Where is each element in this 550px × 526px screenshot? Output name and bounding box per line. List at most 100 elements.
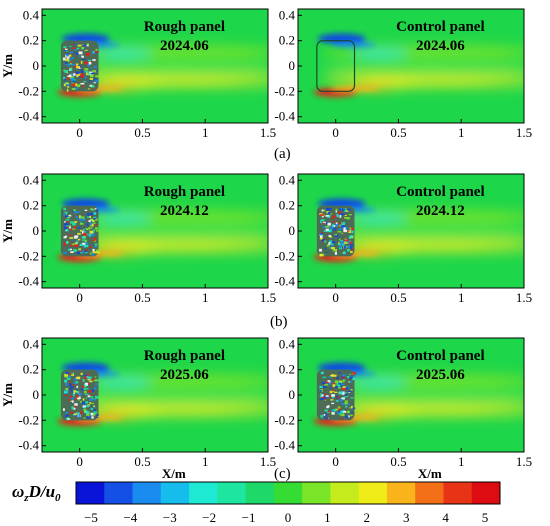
x-tick-label: 0 xyxy=(332,290,339,305)
rough-panel-body xyxy=(316,369,356,421)
y-tick-label: 0.4 xyxy=(279,172,296,187)
panel-b-rough: Rough panel 2024.12 0.4 0.2 0 -0.2 -0.4 0 0.5 1 1.… xyxy=(0,172,276,305)
x-axis-title: X/m xyxy=(162,466,186,481)
colorbar-tick-label: −5 xyxy=(84,510,98,525)
panel-title: Rough panel xyxy=(144,184,225,200)
colorbar-swatch xyxy=(104,482,134,504)
colorbar-tick-label: 2 xyxy=(364,510,371,525)
y-tick-label: -0.4 xyxy=(18,438,39,453)
subfig-label-b: (b) xyxy=(270,314,288,330)
colorbar-tick-label: −2 xyxy=(202,510,216,525)
colorbar-tick-label: 5 xyxy=(482,510,489,525)
colorbar-title: ωzD/u0 xyxy=(12,482,61,504)
rough-panel-body xyxy=(60,205,100,257)
x-tick-label: 1.5 xyxy=(516,290,532,305)
y-tick-label: 0 xyxy=(289,58,296,73)
colorbar: ωzD/u0 −5 −4 −3 −2 −1 0 1 2 3 4 5 xyxy=(12,481,501,525)
colorbar-swatch xyxy=(471,482,501,504)
y-tick-label: -0.4 xyxy=(274,438,295,453)
y-tick-label: 0 xyxy=(33,58,40,73)
y-tick-label: -0.4 xyxy=(274,274,295,289)
panel-title: 2024.12 xyxy=(416,203,465,219)
y-tick-label: 0.4 xyxy=(279,7,296,22)
y-tick-label: -0.2 xyxy=(274,248,295,263)
x-tick-label: 1 xyxy=(458,125,465,140)
x-tick-label: 1 xyxy=(202,125,209,140)
panel-title: 2025.06 xyxy=(160,367,209,383)
x-tick-label: 0.5 xyxy=(390,454,406,469)
x-tick-label: 0.5 xyxy=(134,290,150,305)
x-tick-label: 1.5 xyxy=(516,125,532,140)
y-tick-label: -0.2 xyxy=(18,248,39,263)
colorbar-swatch xyxy=(245,482,275,504)
panel-c-control: Control panel 2025.06 0.4 0.2 0 -0.2 -0.4 0 0.5 1… xyxy=(274,336,532,481)
colorbar-tick-label: 0 xyxy=(285,510,292,525)
colorbar-swatch xyxy=(273,482,303,504)
colorbar-swatch xyxy=(217,482,247,504)
x-tick-label: 1 xyxy=(202,454,209,469)
y-tick-label: -0.4 xyxy=(18,274,39,289)
x-tick-label: 0 xyxy=(332,454,339,469)
x-axis-title: X/m xyxy=(418,466,442,481)
rough-panel-body xyxy=(316,205,355,257)
vorticity-field xyxy=(42,9,268,123)
colorbar-tick-label: −1 xyxy=(242,510,256,525)
y-axis-title: Y/m xyxy=(0,219,15,243)
colorbar-swatch xyxy=(189,482,218,504)
panel-a-control: Control panel 2024.06 0.4 0.2 0 -0.2 -0.4 0 0.5 1… xyxy=(274,7,532,140)
colorbar-tick-label: 1 xyxy=(324,510,331,525)
y-axis-title: Y/m xyxy=(0,383,15,407)
panel-title: Control panel xyxy=(396,19,484,35)
y-tick-label: 0.4 xyxy=(23,7,40,22)
colorbar-tick-label: −4 xyxy=(123,510,137,525)
y-axis-title: Y/m xyxy=(0,54,15,78)
x-tick-label: 0.5 xyxy=(134,454,150,469)
vorticity-field xyxy=(42,338,268,452)
y-tick-label: -0.2 xyxy=(274,83,295,98)
colorbar-swatch xyxy=(302,482,331,504)
colorbar-swatch xyxy=(132,482,162,504)
x-tick-label: 0.5 xyxy=(134,125,150,140)
panel-title: Control panel xyxy=(396,348,484,364)
y-tick-label: 0.2 xyxy=(279,198,295,213)
x-tick-label: 0 xyxy=(76,290,83,305)
x-tick-label: 1.5 xyxy=(260,290,276,305)
y-tick-label: -0.2 xyxy=(18,83,39,98)
x-tick-label: 1 xyxy=(458,454,465,469)
panel-c-rough: Rough panel 2025.06 0.4 0.2 0 -0.2 -0.4 0 0.5 1 1.… xyxy=(0,336,276,481)
colorbar-swatch xyxy=(330,482,360,504)
panel-a-rough: Rough panel 2024.06 0.4 0.2 0 -0.2 -0.4 0 0.5 1 1.… xyxy=(0,7,276,140)
colorbar-swatch xyxy=(358,482,388,504)
x-tick-label: 1.5 xyxy=(260,125,276,140)
panel-title: Rough panel xyxy=(144,348,225,364)
panel-title: 2024.06 xyxy=(160,38,209,54)
y-tick-label: 0 xyxy=(33,223,40,238)
colorbar-swatch xyxy=(415,482,444,504)
x-tick-label: 0.5 xyxy=(390,290,406,305)
y-tick-label: 0 xyxy=(289,223,296,238)
y-tick-label: -0.2 xyxy=(18,412,39,427)
panel-title: Control panel xyxy=(396,184,484,200)
panel-title: Rough panel xyxy=(144,19,225,35)
y-tick-label: 0.2 xyxy=(23,33,39,48)
panel-b-control: Control panel 2024.12 0.4 0.2 0 -0.2 -0.4 0 0.5 1… xyxy=(274,172,532,305)
colorbar-swatch xyxy=(160,482,190,504)
y-tick-label: 0.4 xyxy=(23,172,40,187)
subfig-label-c: (c) xyxy=(274,466,291,482)
y-tick-label: 0.2 xyxy=(23,198,39,213)
x-tick-label: 0.5 xyxy=(390,125,406,140)
y-tick-label: 0.4 xyxy=(279,336,296,351)
rough-panel-body xyxy=(60,369,99,421)
colorbar-tick-label: 4 xyxy=(442,510,449,525)
y-tick-label: -0.4 xyxy=(274,109,295,124)
colorbar-tick-label: 3 xyxy=(403,510,410,525)
y-tick-label: 0 xyxy=(289,387,296,402)
x-tick-label: 0 xyxy=(332,125,339,140)
y-tick-label: 0.4 xyxy=(23,336,40,351)
x-tick-label: 1.5 xyxy=(260,454,276,469)
y-tick-label: -0.2 xyxy=(274,412,295,427)
colorbar-swatch xyxy=(386,482,416,504)
rough-panel-body xyxy=(60,40,99,92)
y-tick-label: 0.2 xyxy=(279,362,295,377)
